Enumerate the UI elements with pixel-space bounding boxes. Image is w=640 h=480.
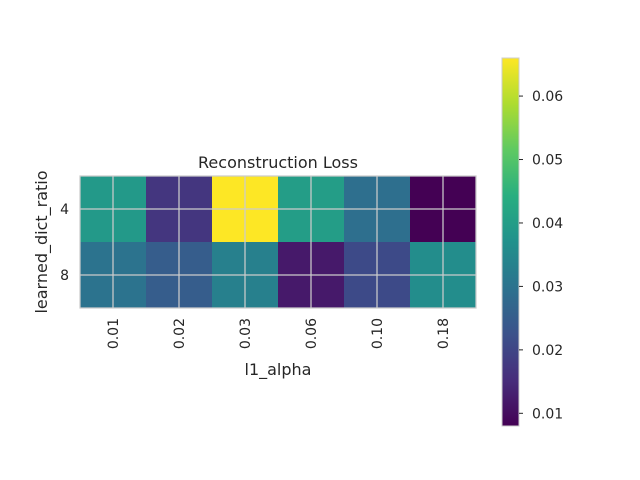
colorbar-tick-label: 0.02 [532,343,563,359]
colorbar-tick-label: 0.06 [532,89,563,105]
heatmap-gridlines [80,176,476,308]
y-tick-labels: 48 [60,202,69,284]
x-axis-label: l1_alpha [245,360,312,380]
y-tick-label: 4 [60,202,69,218]
chart-title: Reconstruction Loss [198,153,358,172]
x-tick-label: 0.01 [106,318,122,349]
colorbar-tick-label: 0.04 [532,216,563,232]
x-tick-label: 0.18 [436,318,452,349]
colorbar-tick-label: 0.03 [532,279,563,295]
y-axis-label: learned_dict_ratio [32,170,52,313]
x-tick-label: 0.10 [370,318,386,349]
x-tick-label: 0.02 [172,318,188,349]
y-tick-label: 8 [60,268,69,284]
colorbar-ticks: 0.01 0.02 0.03 0.04 0.05 0.06 [519,89,563,422]
colorbar-tick-label: 0.01 [532,406,563,422]
x-tick-label: 0.06 [304,318,320,349]
heatmap-frame [79,175,477,309]
x-tick-labels: 0.01 0.02 0.03 0.06 0.10 0.18 [106,318,452,349]
heatmap-cells [80,176,477,309]
x-tick-label: 0.03 [238,318,254,349]
colorbar [501,57,520,427]
colorbar-tick-label: 0.05 [532,153,563,169]
